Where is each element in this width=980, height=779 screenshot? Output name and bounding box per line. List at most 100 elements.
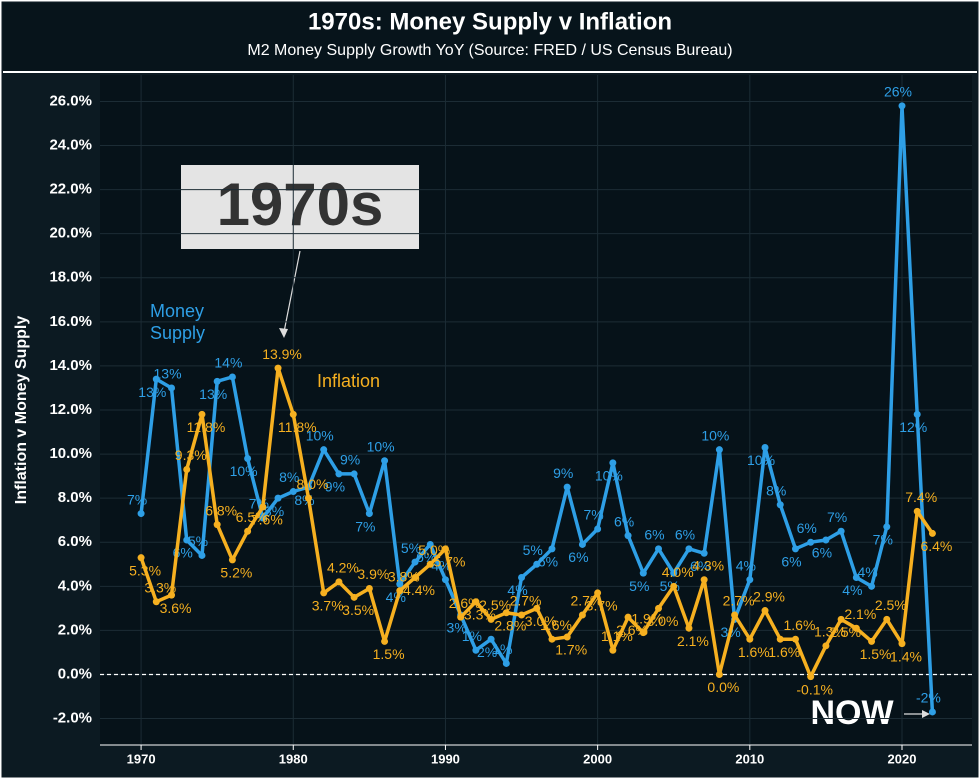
y-tick-label: 16.0% [49,313,92,330]
data-point [244,527,252,535]
data-point [746,576,754,584]
data-label: 5.3% [129,562,161,578]
data-label: 1% [462,628,482,644]
data-point [791,545,799,553]
data-label: -0.1% [796,681,833,697]
data-label: 1.9% [631,610,663,626]
data-label: -2% [916,690,941,706]
x-tick-label: 1990 [431,751,460,766]
data-point [137,510,145,518]
data-label: 11.8% [187,419,226,435]
series-label: Money Supply [150,301,206,343]
data-point [928,529,936,537]
y-axis-label: Inflation v Money Supply [13,316,30,505]
data-point [609,459,617,467]
data-label: 2.5% [875,597,907,613]
data-point [746,635,754,643]
data-label: 2.5% [479,597,511,613]
data-point [274,364,282,372]
x-tick-label: 1980 [279,751,308,766]
data-label: 1.6% [540,617,572,633]
data-label: 4% [842,582,862,598]
data-label: 13% [138,384,166,400]
data-label: 2.1% [844,606,876,622]
data-label: 2.7% [510,593,542,609]
data-label: 5.2% [220,565,252,581]
data-point [655,604,663,612]
data-label: 1.4% [890,648,922,664]
data-point [563,633,571,641]
y-tick-label: 14.0% [49,357,92,374]
data-point [198,551,206,559]
data-point [715,670,723,678]
data-point [518,611,526,619]
data-point [168,591,176,599]
data-label: 10% [367,438,395,454]
data-point [791,635,799,643]
data-label: 7.4% [905,489,937,505]
data-point [898,640,906,648]
data-label: 14% [214,355,242,371]
data-point [639,569,647,577]
data-point [365,510,373,518]
data-point [563,483,571,491]
data-point [411,558,419,566]
data-label: 4% [857,564,877,580]
data-label: 2.6% [449,595,481,611]
data-point [700,576,708,584]
chart-title: 1970s: Money Supply v Inflation [308,8,672,35]
data-point [715,446,723,454]
data-point [320,589,328,597]
data-label: 26% [884,84,912,100]
data-label: 13% [154,366,182,382]
data-point [441,576,449,584]
data-point [228,373,236,381]
data-point [426,540,434,548]
data-point [533,604,541,612]
data-label: 6% [614,513,634,529]
data-point [883,523,891,531]
data-label: 5% [188,533,208,549]
y-tick-label: -2.0% [53,710,92,727]
data-label: 6% [812,545,832,561]
data-point [289,410,297,418]
data-label: 5% [629,578,649,594]
data-label: 0.0% [707,679,739,695]
data-label: 8% [264,503,284,519]
data-point [487,615,495,623]
y-tick-label: 24.0% [49,136,92,153]
data-label: 7% [355,518,375,534]
data-point [670,582,678,590]
data-point [472,646,480,654]
data-label: 8.0% [297,476,329,492]
annotation-box [181,165,419,249]
data-point [928,708,936,716]
data-label: 3.5% [342,602,374,618]
data-point [350,593,358,601]
data-label: 3.9% [357,566,389,582]
data-point [852,574,860,581]
data-point [624,532,632,540]
data-point [578,540,586,548]
y-tick-label: 10.0% [49,445,92,462]
data-label: 7.6% [251,512,283,528]
data-label: 8% [294,492,314,508]
data-label: 6.4% [920,538,952,554]
data-label: 6% [538,554,558,570]
y-tick-label: 22.0% [49,181,92,198]
data-point [213,521,221,529]
data-label: 13% [199,386,227,402]
data-point [670,569,678,577]
y-tick-label: 6.0% [58,533,92,550]
data-point [868,582,876,590]
data-point [304,494,312,502]
data-point [411,574,419,581]
data-point [396,587,404,595]
x-tick-label: 1970 [127,751,156,766]
data-point [761,443,769,451]
data-point [776,501,784,509]
data-point [244,454,252,462]
data-label: 6% [690,558,710,574]
data-label: 10% [747,452,775,468]
data-point [335,578,343,586]
